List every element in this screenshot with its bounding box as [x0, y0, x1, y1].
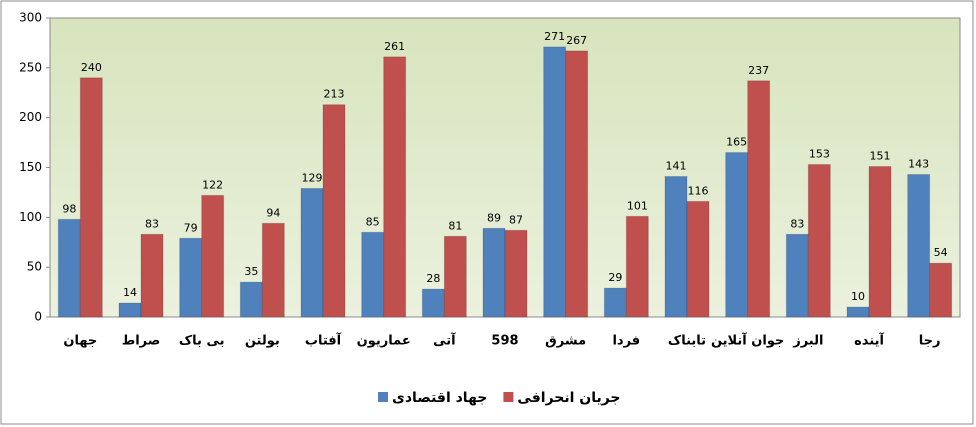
bar [785, 233, 809, 318]
value-label: 101 [627, 199, 648, 212]
bar [868, 166, 892, 318]
value-label: 28 [426, 272, 440, 285]
y-tick-label: 0 [34, 310, 42, 324]
value-label: 141 [666, 159, 687, 172]
bar [482, 227, 506, 318]
bar [686, 200, 710, 318]
x-tick-label: البرز [792, 334, 823, 349]
value-label: 83 [145, 217, 159, 230]
value-label: 29 [608, 271, 622, 284]
y-tick-label: 50 [27, 260, 42, 274]
value-label: 240 [81, 61, 102, 74]
bar [118, 302, 142, 318]
bar [239, 281, 263, 318]
bar [907, 173, 931, 318]
x-tick-label: آتی [433, 332, 456, 349]
value-label: 83 [790, 217, 804, 230]
bar [603, 287, 627, 318]
legend: جهاد اقتصادی جریان انحرافی [378, 390, 621, 406]
value-label: 35 [244, 265, 258, 278]
bar [322, 104, 346, 318]
legend-label: جهاد اقتصادی [392, 390, 487, 406]
y-tick-label: 200 [19, 110, 42, 124]
value-label: 129 [302, 171, 323, 184]
value-label: 98 [62, 202, 76, 215]
bar [201, 194, 225, 318]
value-label: 81 [448, 219, 462, 232]
value-label: 14 [123, 286, 137, 299]
value-label: 89 [487, 211, 501, 224]
x-tick-label: صراط [122, 334, 161, 349]
value-label: 261 [384, 40, 405, 53]
y-tick-label: 300 [19, 11, 42, 25]
bar [140, 233, 164, 318]
bar [929, 262, 953, 318]
x-tick-label: بولتن [245, 334, 280, 349]
bar [664, 175, 688, 318]
bar [57, 218, 81, 318]
value-label: 267 [566, 34, 587, 47]
x-tick-label: آفتاب [305, 332, 342, 349]
x-tick-label: جوان آنلاین [711, 332, 784, 349]
bar [807, 164, 831, 318]
value-label: 85 [366, 215, 380, 228]
bar [565, 50, 589, 318]
value-label: 54 [934, 246, 948, 259]
bar [504, 229, 528, 318]
value-label: 79 [184, 221, 198, 234]
legend-swatch [503, 392, 514, 402]
value-label: 213 [324, 88, 345, 101]
value-label: 116 [688, 184, 709, 197]
bar [383, 56, 407, 318]
bar [361, 231, 385, 318]
y-tick-label: 250 [19, 60, 42, 74]
value-label: 237 [748, 64, 769, 77]
x-tick-label: رجا [919, 334, 941, 349]
bar [725, 152, 749, 318]
value-label: 143 [908, 157, 929, 170]
y-tick-label: 150 [19, 160, 42, 174]
legend-label: جریان انحرافی [517, 390, 620, 406]
x-tick-label: جهان [63, 334, 97, 349]
bar [625, 215, 649, 318]
x-tick-label: آینده [854, 332, 884, 349]
bar [300, 187, 324, 318]
x-tick-label: عماریون [357, 334, 411, 349]
value-label: 151 [870, 150, 891, 163]
bar [421, 288, 445, 318]
bar [179, 237, 203, 318]
bar [543, 46, 567, 318]
x-tick-label: تابناک [668, 334, 706, 349]
value-label: 165 [726, 136, 747, 149]
x-tick-label: بی باک [179, 334, 225, 349]
bar [79, 77, 103, 318]
value-label: 94 [266, 206, 280, 219]
value-label: 87 [509, 213, 523, 226]
x-tick-label: فردا [612, 334, 640, 349]
bar [747, 80, 771, 318]
value-label: 271 [544, 30, 565, 43]
x-tick-label: 598 [491, 334, 518, 349]
legend-swatch [378, 392, 388, 402]
value-label: 122 [202, 178, 223, 191]
value-label: 10 [851, 290, 865, 303]
x-tick-label: مشرق [545, 334, 586, 349]
value-label: 153 [809, 148, 830, 161]
y-tick-label: 100 [19, 210, 42, 224]
bar [443, 235, 467, 318]
bar [261, 222, 285, 318]
bar [846, 306, 870, 318]
